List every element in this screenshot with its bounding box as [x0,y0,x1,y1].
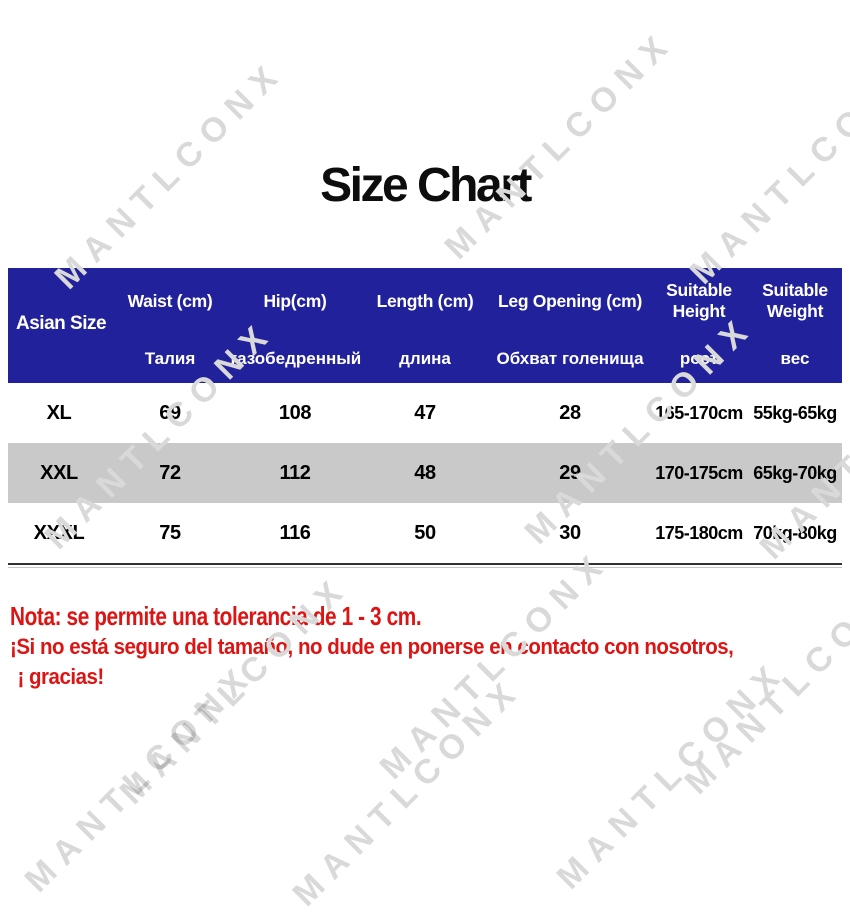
header-label-ru: рост [679,349,719,368]
cell-length: 50 [414,521,436,544]
cell-weight: 55kg-65kg [753,402,837,423]
cell-length: 48 [414,461,436,484]
header-label-ru: вес [780,349,810,368]
cell-leg-opening: 29 [559,461,581,484]
header-label-ru: Обхват голенища [496,349,644,368]
note-line-1: Nota: se permite una tolerancia de 1 - 3… [10,601,422,631]
size-chart-table: Asian Size Waist (cm) Талия Hip(cm) тазо… [8,268,842,565]
table-header-row: Asian Size Waist (cm) Талия Hip(cm) тазо… [8,268,842,383]
watermark-text: MANTLCONX [437,22,682,267]
header-label-en: Hip(cm) [263,290,327,311]
header-label-en: Suitable Height [666,280,732,321]
cell-height: 175-180cm [655,522,743,543]
cell-height: 165-170cm [655,402,743,423]
cell-leg-opening: 30 [559,521,581,544]
cell-size: XL [46,401,72,424]
note-line-2: ¡Si no está seguro del tamaño, no dude e… [10,634,734,659]
cell-waist: 75 [159,521,181,544]
header-cell-asian-size: Asian Size [8,268,110,383]
cell-waist: 69 [159,401,181,424]
header-cell-waist: Waist (cm) Талия [110,268,230,383]
header-label-en: Leg Opening (cm) [498,290,642,311]
note-block: Nota: se permite una tolerancia de 1 - 3… [10,601,788,692]
header-label-ru: Талия [144,349,196,368]
cell-height: 170-175cm [655,462,743,483]
table-row: XXXL 75 116 50 30 175-180cm 70kg-80kg [8,503,842,563]
header-cell-length: Length (cm) длина [360,268,490,383]
watermark-text: MANTLCONX [17,655,262,900]
cell-leg-opening: 28 [559,401,581,424]
cell-weight: 65kg-70kg [753,462,837,483]
page-title: Size Chart [320,159,532,212]
header-cell-hip: Hip(cm) тазобедренный [228,268,362,383]
header-label-ru: длина [399,349,451,368]
header-cell-leg-opening: Leg Opening (cm) Обхват голенища [490,268,650,383]
header-cell-suitable-height: Suitable Height рост [650,268,748,383]
table-row: XXL 72 112 48 29 170-175cm 65kg-70kg [8,443,842,503]
header-label-en: Suitable Weight [762,280,828,321]
cell-hip: 116 [279,521,311,544]
header-label-en: Waist (cm) [127,290,213,311]
cell-waist: 72 [159,461,181,484]
cell-hip: 108 [278,401,312,424]
cell-length: 47 [414,401,436,424]
table-row: XL 69 108 47 28 165-170cm 55kg-65kg [8,383,842,443]
cell-weight: 70kg-80kg [753,522,837,543]
table-shadow-line [8,567,842,568]
header-label-en: Length (cm) [376,290,474,311]
header-label: Asian Size [16,313,107,334]
note-line-3: ¡ gracias! [17,664,104,689]
table-body: XL 69 108 47 28 165-170cm 55kg-65kg XXL … [8,383,842,565]
cell-size: XXXL [33,521,85,544]
watermark-text: MANTLCONX [285,669,530,914]
header-label-ru: тазобедренный [228,349,362,368]
cell-size: XXL [40,461,78,484]
header-cell-suitable-weight: Suitable Weight вес [748,268,842,383]
cell-hip: 112 [279,461,311,484]
